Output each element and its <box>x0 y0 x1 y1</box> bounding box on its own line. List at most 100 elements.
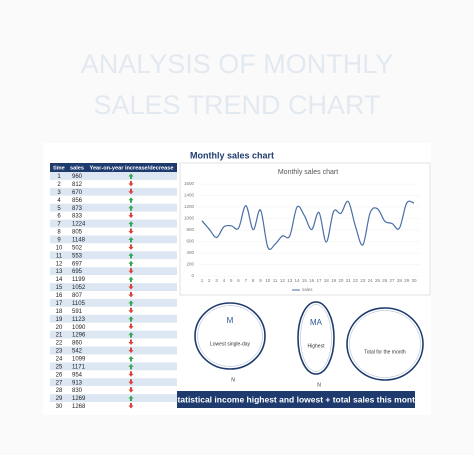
x-tick-label: 7 <box>245 278 248 283</box>
table-row <box>50 235 177 244</box>
x-tick-label: 4 <box>223 278 226 283</box>
stat-label: Lowest single-day <box>210 341 251 347</box>
cell-time: 21 <box>56 333 63 339</box>
stat-inner <box>349 310 421 378</box>
cell-sales: 1269 <box>72 396 86 402</box>
y-tick-label: 1400 <box>184 193 195 198</box>
cell-sales: 591 <box>72 309 83 315</box>
x-tick-label: 15 <box>302 278 308 283</box>
y-tick-label: 800 <box>186 227 194 232</box>
table-row <box>50 203 177 212</box>
stat-label: Total for the month <box>364 349 406 355</box>
cell-sales: 1171 <box>72 364 86 370</box>
x-tick-label: 1 <box>201 278 204 283</box>
cell-time: 24 <box>56 357 63 363</box>
trend-arrow <box>128 387 134 393</box>
trend-arrow <box>128 363 134 370</box>
trend-arrow <box>128 236 134 243</box>
cell-time: 19 <box>56 317 63 323</box>
x-tick-label: 20 <box>338 278 344 283</box>
trend-arrow <box>128 205 134 211</box>
table-row <box>50 243 177 252</box>
trend-arrow <box>128 268 134 274</box>
table-row <box>50 330 177 339</box>
cell-sales: 1296 <box>72 333 86 339</box>
x-tick-label: 11 <box>273 278 278 283</box>
legend-label: sales <box>302 287 313 292</box>
cell-sales: 502 <box>72 245 83 251</box>
stat-outline <box>194 302 266 370</box>
table-row <box>50 251 177 260</box>
table-row <box>50 179 177 188</box>
table-row <box>50 275 177 284</box>
trend-arrow <box>128 173 134 179</box>
cell-time: 12 <box>56 261 63 267</box>
y-tick-label: 1600 <box>184 181 195 186</box>
cell-time: 23 <box>56 349 63 355</box>
table-row <box>50 314 177 323</box>
x-tick-label: 13 <box>287 278 293 283</box>
x-tick-label: 28 <box>397 278 403 283</box>
cell-sales: 553 <box>72 253 83 259</box>
trend-arrow <box>128 212 134 219</box>
cell-time: 22 <box>56 341 63 347</box>
table-row <box>50 386 177 395</box>
cell-sales: 856 <box>72 198 83 204</box>
cell-sales: 1105 <box>72 301 86 307</box>
cell-time: 3 <box>57 190 61 196</box>
y-tick-label: 1200 <box>184 204 195 209</box>
cell-time: 5 <box>57 206 61 212</box>
table-row <box>50 394 177 403</box>
cell-time: 6 <box>57 214 61 220</box>
cell-sales: 1224 <box>72 222 86 228</box>
stat-outline <box>297 301 335 375</box>
cell-time: 8 <box>57 230 61 236</box>
cell-time: 20 <box>56 325 63 331</box>
cell-sales: 807 <box>72 293 83 299</box>
table-row <box>50 402 177 410</box>
table-row <box>50 306 177 315</box>
cell-sales: 812 <box>72 182 83 188</box>
table-row <box>50 267 177 276</box>
trend-arrow <box>128 284 134 290</box>
trend-arrow <box>128 347 134 353</box>
x-tick-label: 29 <box>404 278 410 283</box>
cell-time: 18 <box>56 309 63 315</box>
trend-arrow <box>128 403 134 409</box>
x-tick-label: 17 <box>316 278 322 283</box>
trend-arrow <box>128 300 134 306</box>
cell-sales: 1123 <box>72 317 86 323</box>
y-tick-label: 1000 <box>184 216 195 221</box>
column-header: sales <box>70 165 84 171</box>
table-row <box>50 362 177 371</box>
cell-time: 15 <box>56 285 63 291</box>
title: SALES TREND CHART <box>93 90 380 120</box>
table-row <box>50 259 177 268</box>
trend-arrow <box>128 260 134 267</box>
cell-time: 16 <box>56 293 63 299</box>
trend-arrow <box>128 339 134 346</box>
cell-sales: 1148 <box>72 238 86 244</box>
sales-line <box>201 200 415 250</box>
x-tick-label: 27 <box>390 278 396 283</box>
y-tick-label: 400 <box>186 250 194 255</box>
table-row <box>50 187 177 196</box>
cell-sales: 913 <box>72 380 83 386</box>
x-tick-label: 21 <box>346 278 352 283</box>
table-row <box>50 195 177 204</box>
cell-time: 11 <box>56 253 63 259</box>
trend-arrow <box>128 332 134 338</box>
table-row <box>50 322 177 331</box>
x-tick-label: 14 <box>295 278 301 283</box>
column-header: Year-on-year increase/decrease <box>90 165 174 171</box>
trend-arrow <box>128 228 134 234</box>
trend-arrow <box>128 379 134 385</box>
stat-symbol: MA <box>310 318 323 327</box>
cell-sales: 697 <box>72 261 83 267</box>
trend-arrow <box>128 323 134 330</box>
cell-time: 7 <box>57 222 61 228</box>
x-tick-label: 3 <box>215 278 218 283</box>
table-row <box>50 298 177 307</box>
cell-time: 27 <box>56 380 63 386</box>
